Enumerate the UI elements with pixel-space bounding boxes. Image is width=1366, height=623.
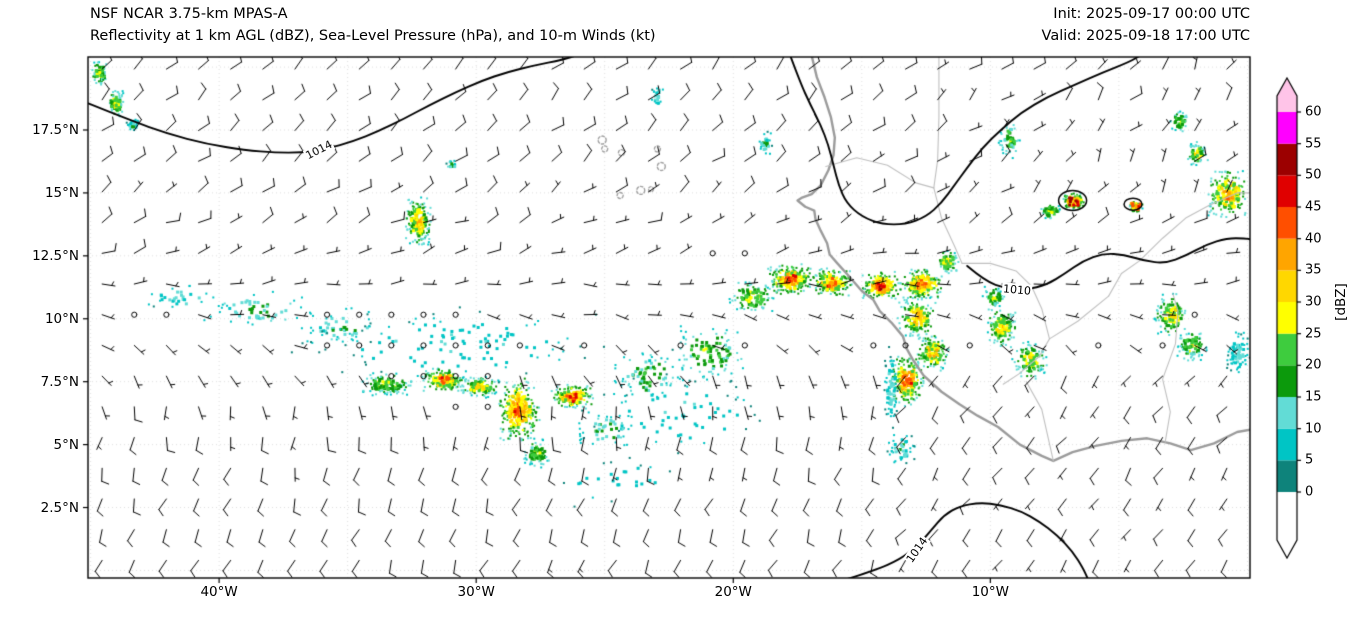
colorbar-tick-label: 0 <box>1305 484 1314 500</box>
contour-label: 1010 <box>1001 282 1033 298</box>
x-tick-label: 40°W <box>200 584 238 600</box>
model-title: NSF NCAR 3.75-km MPAS-A <box>90 6 288 22</box>
y-tick-label: 17.5°N <box>32 121 79 138</box>
colorbar-title: [dBZ] <box>1333 283 1349 321</box>
y-tick-label: 15°N <box>44 184 79 201</box>
colorbar-tick-label: 35 <box>1305 262 1322 278</box>
y-tick-label: 10°N <box>44 310 79 327</box>
colorbar-tick-label: 30 <box>1305 294 1322 310</box>
colorbar-tick-label: 25 <box>1305 326 1322 342</box>
x-tick-label: 10°W <box>971 584 1009 600</box>
fields-title: Reflectivity at 1 km AGL (dBZ), Sea-Leve… <box>90 28 656 44</box>
colorbar-tick-label: 50 <box>1305 167 1322 183</box>
y-tick-label: 5°N <box>53 436 79 453</box>
colorbar-tick-label: 45 <box>1305 199 1322 215</box>
colorbar-tick-label: 20 <box>1305 357 1322 373</box>
colorbar-tick-label: 55 <box>1305 136 1322 152</box>
colorbar-tick-label: 15 <box>1305 389 1322 405</box>
y-tick-label: 2.5°N <box>40 499 79 516</box>
colorbar-tick-label: 40 <box>1305 231 1322 247</box>
x-tick-label: 30°W <box>457 584 495 600</box>
x-tick-label: 20°W <box>714 584 752 600</box>
colorbar-tick-label: 10 <box>1305 421 1322 437</box>
valid-time: Valid: 2025-09-18 17:00 UTC <box>1041 28 1250 44</box>
colorbar-tick-label: 60 <box>1305 104 1322 120</box>
init-time: Init: 2025-09-17 00:00 UTC <box>1053 6 1250 22</box>
colorbar-tick-label: 5 <box>1305 452 1314 468</box>
y-tick-label: 7.5°N <box>40 373 79 390</box>
y-tick-label: 12.5°N <box>32 247 79 264</box>
